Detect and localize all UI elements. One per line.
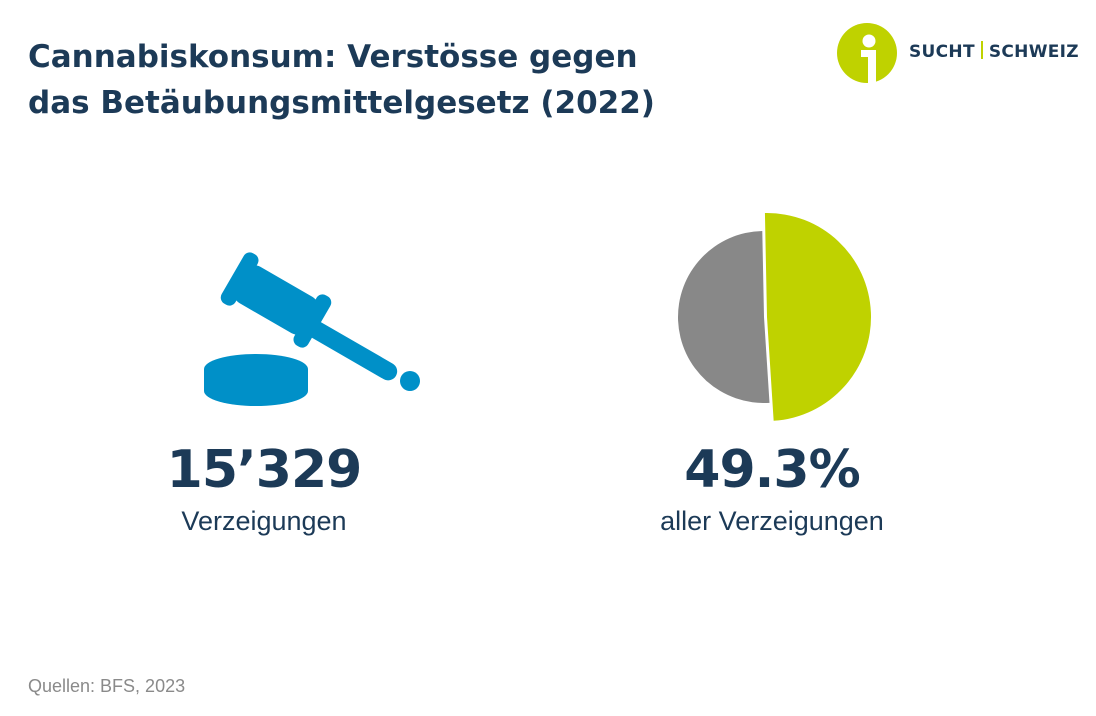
logo-word-1: SUCHT xyxy=(909,42,975,62)
kpi-share-reports: 49.3% aller Verzeigungen xyxy=(602,440,942,538)
page-title: Cannabiskonsum: Verstösse gegen das Betä… xyxy=(28,34,788,126)
title-line-1: Cannabiskonsum: Verstösse gegen xyxy=(28,39,638,75)
logo-word-2: SCHWEIZ xyxy=(988,42,1079,62)
pie-slice-other xyxy=(678,231,770,403)
source-note: Quellen: BFS, 2023 xyxy=(28,676,186,696)
pie-slice-cannabis xyxy=(764,213,872,421)
logo-wordmark: SUCHT SCHWEIZ xyxy=(909,41,1079,62)
kpi-total-reports: 15’329 Verzeigungen xyxy=(114,440,414,538)
gavel-icon xyxy=(204,252,420,406)
title-line-2: das Betäubungsmittelgesetz (2022) xyxy=(28,85,655,121)
kpi-share-value: 49.3% xyxy=(684,440,860,500)
kpi-total-label: Verzeigungen xyxy=(181,506,347,536)
logo-separator xyxy=(980,41,983,59)
pie-chart xyxy=(678,213,872,421)
logo-mark-icon xyxy=(837,23,897,83)
kpi-share-label: aller Verzeigungen xyxy=(660,506,884,536)
sucht-schweiz-logo: SUCHT SCHWEIZ xyxy=(836,22,1086,84)
kpi-total-value: 15’329 xyxy=(166,440,363,500)
